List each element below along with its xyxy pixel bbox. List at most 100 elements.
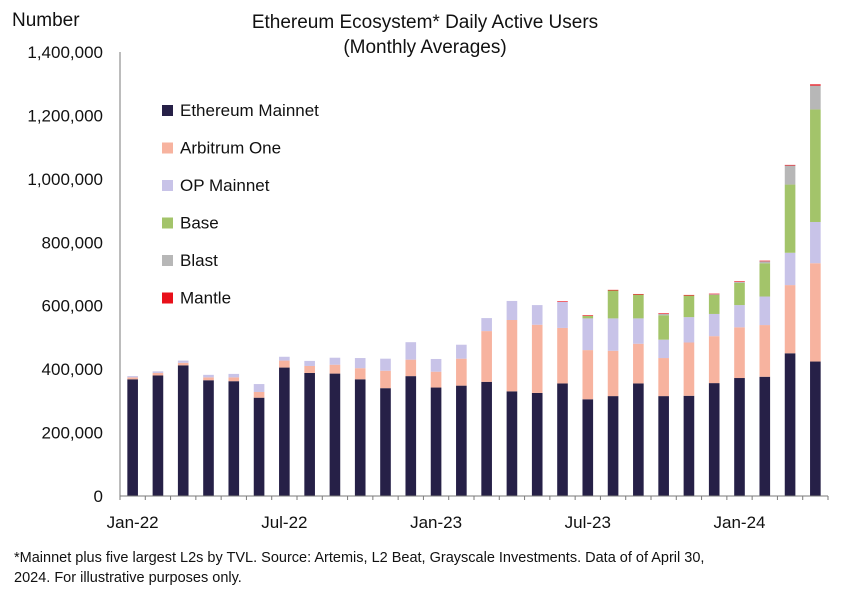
bar-segment <box>784 165 796 185</box>
legend-swatch <box>162 255 173 266</box>
bar-segment <box>304 365 315 373</box>
bar-segment <box>557 383 568 496</box>
bar-segment <box>734 378 745 496</box>
bar-segment <box>203 374 214 378</box>
bar-segment <box>734 281 745 283</box>
bar-segment <box>658 313 669 314</box>
bar-segment <box>481 381 492 496</box>
bar-segment <box>708 294 720 314</box>
chart-title: Ethereum Ecosystem* Daily Active Users <box>252 12 598 33</box>
legend-swatch <box>162 142 173 154</box>
bar-segment <box>658 315 669 340</box>
bar-segment <box>708 313 720 337</box>
bar-segment <box>759 325 771 377</box>
legend-swatch <box>162 180 173 191</box>
bar-segment <box>557 327 568 384</box>
bar-segment <box>380 388 391 496</box>
bars-group <box>127 84 821 496</box>
bar-segment <box>177 360 189 363</box>
bar-segment <box>557 301 568 302</box>
bar-segment <box>506 319 518 392</box>
bar-segment <box>380 370 391 389</box>
bar-segment <box>784 252 796 286</box>
bar-segment <box>683 317 695 343</box>
footnote: *Mainnet plus five largest L2s by TVL. S… <box>14 548 844 588</box>
bar-segment <box>253 397 265 496</box>
bar-segment <box>633 318 644 344</box>
bar-segment <box>354 368 366 380</box>
bar-segment <box>557 301 568 328</box>
bar-segment <box>607 290 619 319</box>
bar-segment <box>253 391 265 398</box>
bar-segment <box>127 377 138 380</box>
bar-segment <box>354 379 366 496</box>
bar-segment <box>784 353 796 496</box>
bar-segment <box>607 350 619 397</box>
axes <box>119 52 829 500</box>
bar-segment <box>607 289 619 291</box>
bar-segment <box>759 376 771 496</box>
bar-segment <box>784 184 796 253</box>
bar-segment <box>228 381 240 496</box>
bar-segment <box>810 109 821 222</box>
bar-segment <box>430 371 442 388</box>
bar-segment <box>405 376 417 496</box>
bar-segment <box>582 315 594 316</box>
y-tick-label: 400,000 <box>42 360 103 379</box>
legend-swatch <box>162 292 173 304</box>
bar-segment <box>279 360 290 368</box>
bar-segment <box>734 281 745 282</box>
bar-segment <box>582 399 594 496</box>
x-tick-label: Jul-23 <box>565 513 611 532</box>
legend-label: Mantle <box>180 289 231 308</box>
bar-segment <box>430 387 442 496</box>
bar-segment <box>531 324 543 393</box>
bar-segment <box>582 318 594 351</box>
bar-segment <box>759 263 771 297</box>
bar-segment <box>304 372 315 496</box>
bar-segment <box>253 384 265 392</box>
bar-segment <box>582 315 594 319</box>
y-axis-title: Number <box>12 10 80 31</box>
bar-segment <box>734 327 745 379</box>
bar-segment <box>228 377 240 382</box>
bar-segment <box>456 385 467 496</box>
bar-segment <box>152 375 164 496</box>
bar-segment <box>203 380 214 496</box>
bar-segment <box>658 339 669 359</box>
x-tick-label: Jan-23 <box>410 513 462 532</box>
x-axis: Jan-22 Jul-22 Jan-23 Jul-23 Jan-24 <box>107 513 766 532</box>
bar-segment <box>380 358 391 371</box>
bar-segment <box>633 383 644 496</box>
y-tick-label: 1,200,000 <box>27 106 103 125</box>
bar-segment <box>456 344 467 359</box>
bar-segment <box>633 343 644 384</box>
bar-segment <box>810 84 821 86</box>
bar-segment <box>127 379 138 496</box>
bar-segment <box>177 365 189 496</box>
bar-segment <box>658 396 669 496</box>
bar-segment <box>658 313 669 316</box>
bar-segment <box>759 260 771 262</box>
bar-segment <box>203 377 214 381</box>
bar-segment <box>708 336 720 384</box>
x-tick-label: Jan-22 <box>107 513 159 532</box>
bar-segment <box>279 356 290 361</box>
legend-label: Base <box>180 214 219 233</box>
bar-segment <box>506 391 518 496</box>
footnote-line-2: 2024. For illustrative purposes only. <box>14 570 242 586</box>
bar-segment <box>658 358 669 397</box>
chart-subtitle: (Monthly Averages) <box>343 37 506 58</box>
y-axis: 0 200,000 400,000 600,000 800,000 1,000,000 1,… <box>27 43 103 506</box>
bar-segment <box>481 331 492 382</box>
bar-segment <box>784 285 796 354</box>
bar-segment <box>607 396 619 496</box>
bar-segment <box>582 350 594 400</box>
legend-label: Ethereum Mainnet <box>180 101 319 120</box>
bar-segment <box>708 294 720 295</box>
bar-segment <box>506 300 518 320</box>
bar-segment <box>683 294 695 296</box>
bar-segment <box>430 358 442 372</box>
bar-segment <box>304 360 315 366</box>
